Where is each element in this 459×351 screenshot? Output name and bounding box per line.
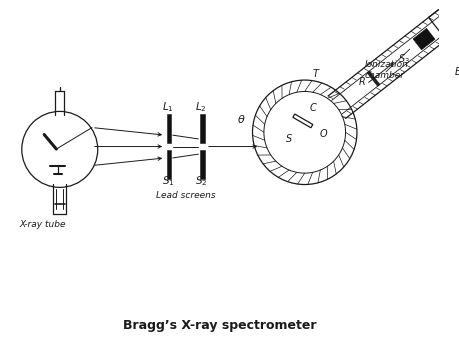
Text: $S_1$: $S_1$	[162, 174, 174, 188]
Text: S: S	[286, 134, 292, 144]
Bar	[167, 114, 171, 143]
Text: T: T	[312, 69, 319, 79]
Text: $\theta$: $\theta$	[237, 113, 246, 125]
Text: X-ray tube: X-ray tube	[19, 220, 66, 229]
Text: Bragg’s X-ray spectrometer: Bragg’s X-ray spectrometer	[123, 319, 317, 332]
Text: $L_1$: $L_1$	[162, 100, 174, 114]
Polygon shape	[367, 71, 380, 86]
Text: Ionization
chamber: Ionization chamber	[365, 60, 409, 80]
Bar	[200, 150, 205, 179]
Text: C: C	[309, 104, 316, 113]
Text: R: R	[358, 77, 365, 87]
Text: Lead screens: Lead screens	[156, 191, 215, 200]
Bar	[200, 114, 205, 143]
Text: E: E	[455, 67, 459, 77]
Text: $S_3$: $S_3$	[397, 52, 410, 66]
Text: O: O	[320, 129, 328, 139]
Text: $S_2$: $S_2$	[195, 174, 207, 188]
Text: $L_2$: $L_2$	[196, 100, 207, 114]
Bar	[167, 150, 171, 179]
Polygon shape	[413, 28, 435, 50]
